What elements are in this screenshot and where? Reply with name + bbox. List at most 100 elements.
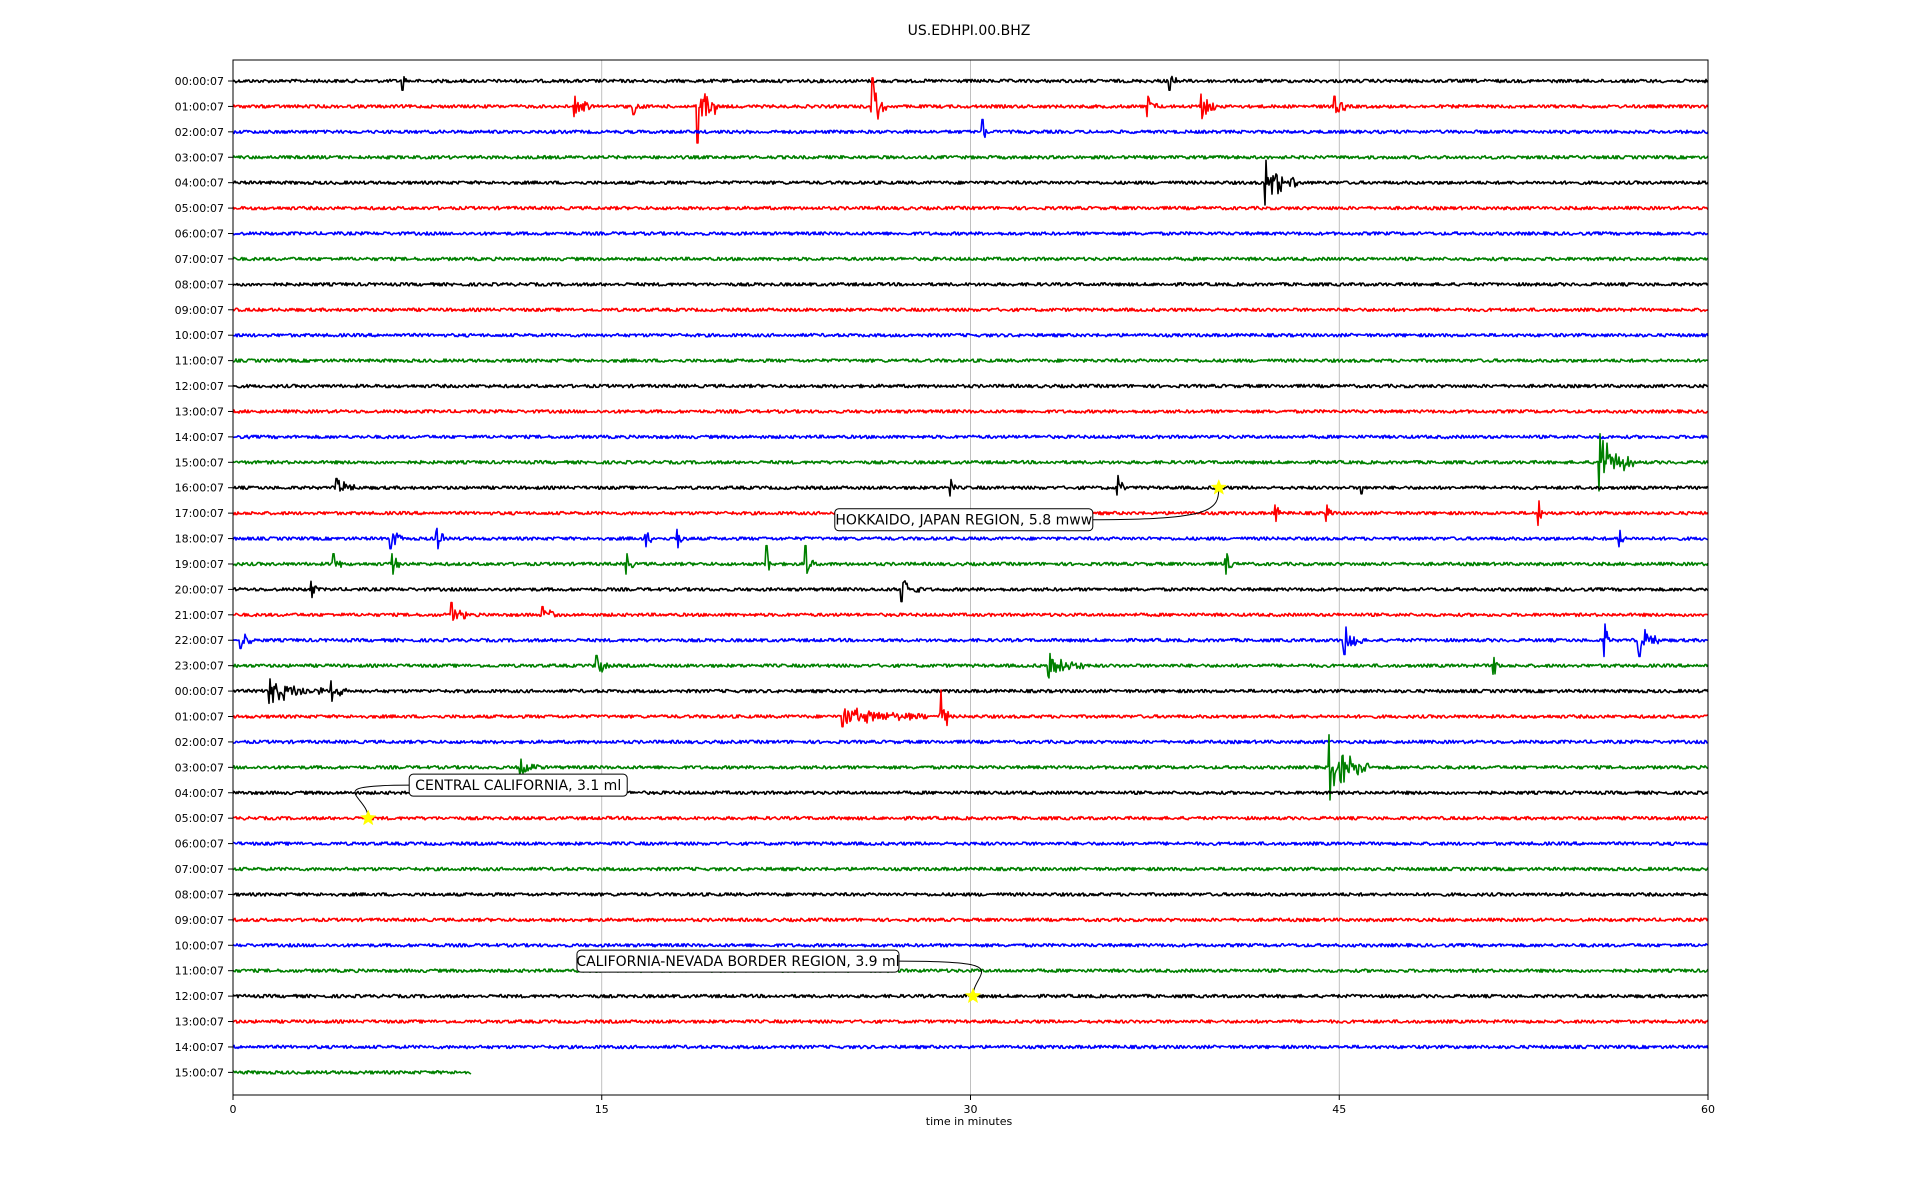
trace-row-23: [232, 652, 1709, 679]
trace-row-32: [232, 892, 1709, 897]
event-label: HOKKAIDO, JAPAN REGION, 5.8 mww: [835, 513, 1092, 529]
trace-row-12: [232, 383, 1709, 389]
event-annotation: CENTRAL CALIFORNIA, 3.1 ml: [408, 773, 628, 797]
event-star-marker: [359, 809, 377, 826]
row-time-label: 10:00:07: [175, 329, 224, 342]
trace-row-19: [232, 544, 1709, 575]
trace-row-8: [232, 282, 1709, 287]
trace-row-6: [232, 231, 1709, 236]
trace-row-15: [232, 433, 1709, 492]
row-time-label: 18:00:07: [175, 533, 224, 546]
trace-row-13: [232, 409, 1709, 414]
row-time-label: 15:00:07: [175, 1066, 224, 1079]
row-time-label: 05:00:07: [175, 812, 224, 825]
trace-layer: [232, 75, 1709, 1075]
x-tick-label: 30: [964, 1103, 978, 1116]
row-time-label: 07:00:07: [175, 253, 224, 266]
row-time-label: 02:00:07: [175, 126, 224, 139]
row-time-label: 00:00:07: [175, 75, 224, 88]
trace-row-30: [232, 841, 1709, 846]
trace-row-11: [232, 358, 1709, 363]
event-label: CENTRAL CALIFORNIA, 3.1 ml: [415, 778, 621, 794]
event-connector: [354, 784, 410, 819]
row-time-label: 13:00:07: [175, 1016, 224, 1029]
trace-row-18: [232, 527, 1709, 550]
row-time-label: 00:00:07: [175, 685, 224, 698]
chart-title: US.EDHPI.00.BHZ: [908, 23, 1031, 39]
trace-row-27: [232, 734, 1709, 801]
trace-row-0: [232, 75, 1709, 91]
row-time-label: 14:00:07: [175, 431, 224, 444]
row-time-label: 01:00:07: [175, 711, 224, 724]
event-star-marker: [964, 987, 982, 1004]
row-time-label: 22:00:07: [175, 634, 224, 647]
trace-row-10: [233, 332, 1709, 338]
row-time-label: 12:00:07: [175, 990, 224, 1003]
row-time-label: 09:00:07: [175, 914, 224, 927]
trace-row-37: [232, 1019, 1709, 1024]
row-time-label: 19:00:07: [175, 558, 224, 571]
trace-row-9: [232, 307, 1709, 313]
trace-row-20: [232, 580, 1709, 603]
row-time-label: 08:00:07: [175, 278, 224, 291]
row-time-label: 10:00:07: [175, 939, 224, 952]
row-time-label: 23:00:07: [175, 660, 224, 673]
trace-row-35: [232, 968, 1709, 974]
row-time-label: 03:00:07: [175, 151, 224, 164]
grid-lines: [601, 60, 1340, 1095]
row-time-label: 16:00:07: [175, 482, 224, 495]
trace-row-22: [232, 623, 1708, 658]
row-time-label: 09:00:07: [175, 304, 224, 317]
x-tick-label: 45: [1332, 1103, 1346, 1116]
trace-row-31: [232, 866, 1709, 872]
trace-row-29: [232, 815, 1709, 821]
trace-row-4: [232, 159, 1709, 206]
row-time-label: 04:00:07: [175, 787, 224, 800]
trace-row-21: [232, 601, 1709, 621]
trace-row-39: [232, 1070, 472, 1075]
row-time-label: 11:00:07: [175, 355, 224, 368]
row-time-label: 17:00:07: [175, 507, 224, 520]
row-time-label: 06:00:07: [175, 228, 224, 241]
row-time-label: 11:00:07: [175, 965, 224, 978]
row-time-label: 15:00:07: [175, 456, 224, 469]
trace-row-1: [232, 77, 1709, 144]
row-time-label: 03:00:07: [175, 761, 224, 774]
x-axis-label: time in minutes: [926, 1115, 1013, 1128]
trace-row-33: [232, 917, 1709, 923]
trace-row-5: [232, 205, 1709, 211]
x-tick-label: 60: [1701, 1103, 1715, 1116]
trace-row-16: [232, 474, 1709, 497]
trace-row-34: [232, 942, 1709, 948]
trace-row-24: [232, 678, 1709, 705]
row-time-label: 02:00:07: [175, 736, 224, 749]
row-time-label: 06:00:07: [175, 838, 224, 851]
row-time-label: 01:00:07: [175, 100, 224, 113]
trace-row-38: [232, 1044, 1709, 1050]
row-time-label: 07:00:07: [175, 863, 224, 876]
trace-row-25: [232, 689, 1709, 728]
row-time-label: 20:00:07: [175, 583, 224, 596]
event-annotation: CALIFORNIA-NEVADA BORDER REGION, 3.9 ml: [576, 949, 900, 973]
event-label: CALIFORNIA-NEVADA BORDER REGION, 3.9 ml: [576, 954, 899, 970]
trace-row-3: [232, 154, 1709, 160]
x-tick-label: 0: [230, 1103, 237, 1116]
row-time-label: 08:00:07: [175, 888, 224, 901]
event-annotation: HOKKAIDO, JAPAN REGION, 5.8 mww: [834, 508, 1094, 532]
event-connector: [1092, 487, 1220, 521]
row-time-label: 14:00:07: [175, 1041, 224, 1054]
event-layer: HOKKAIDO, JAPAN REGION, 5.8 mww CENTRAL C…: [354, 478, 1228, 1004]
row-time-label: 21:00:07: [175, 609, 224, 622]
trace-row-14: [232, 434, 1709, 440]
trace-row-2: [232, 118, 1709, 139]
row-time-label: 04:00:07: [175, 177, 224, 190]
x-tick-label: 15: [595, 1103, 609, 1116]
row-labels: 00:00:07 01:00:07 02:00:07 03:00:07 04:00:07…: [175, 75, 233, 1079]
row-time-label: 12:00:07: [175, 380, 224, 393]
x-axis-ticks: 0 15 30 45 60: [230, 1095, 1715, 1116]
trace-row-26: [232, 739, 1709, 745]
trace-row-7: [232, 256, 1709, 262]
row-time-label: 13:00:07: [175, 405, 224, 418]
event-star-marker: [1210, 478, 1228, 495]
